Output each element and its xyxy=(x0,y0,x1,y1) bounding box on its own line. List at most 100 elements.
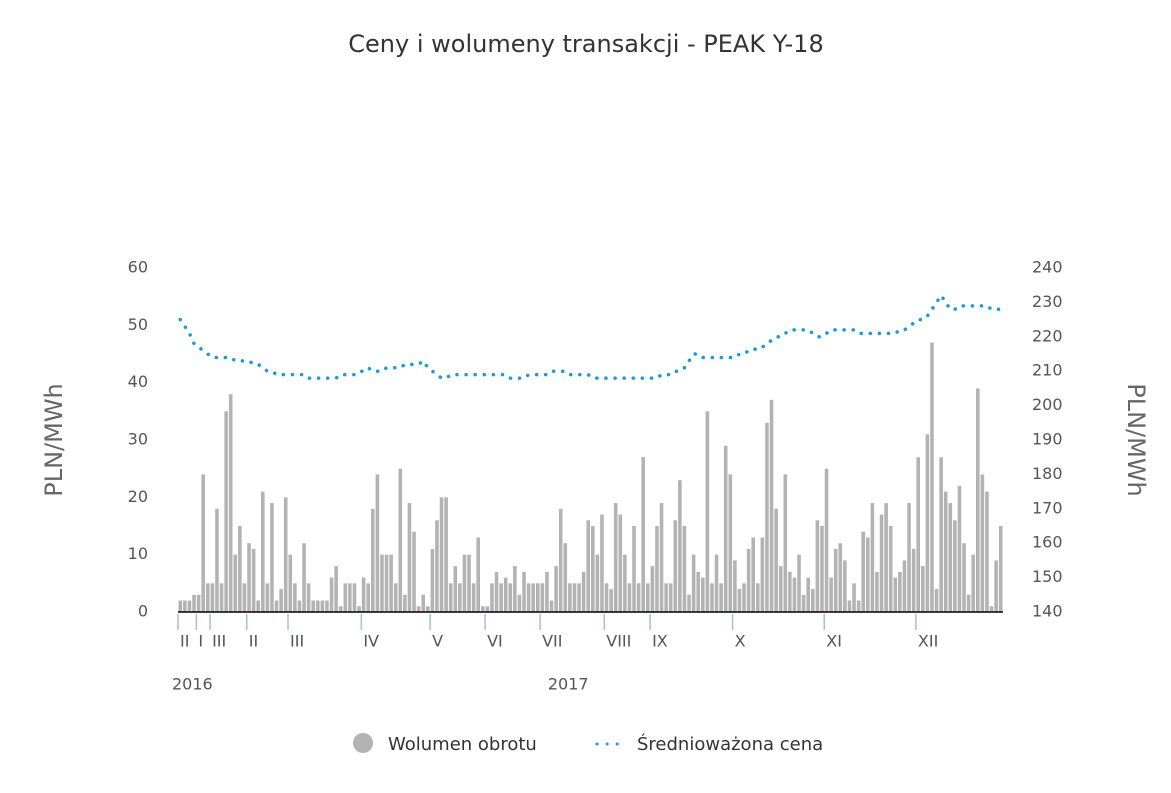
bar xyxy=(494,571,499,612)
bar xyxy=(678,480,682,612)
bar xyxy=(815,520,820,612)
bar xyxy=(247,543,251,612)
y2-tick-label: 220 xyxy=(1032,326,1063,345)
bar xyxy=(985,491,989,612)
bar xyxy=(902,560,907,612)
bar xyxy=(581,571,586,612)
bar xyxy=(939,457,943,612)
bar xyxy=(668,583,673,612)
x-tick-label: IV xyxy=(363,632,379,651)
bar xyxy=(751,537,755,612)
bar xyxy=(756,583,760,612)
bar xyxy=(843,560,847,612)
bar xyxy=(930,342,934,612)
bar xyxy=(375,474,380,612)
bar xyxy=(393,583,398,612)
bar xyxy=(238,526,242,612)
year-label: 2017 xyxy=(548,675,589,694)
y-axis-label: PLN/MWh xyxy=(40,383,68,497)
bar xyxy=(178,600,183,612)
bar xyxy=(384,554,389,612)
bar xyxy=(719,583,723,612)
bar xyxy=(778,566,783,612)
bar xyxy=(806,577,810,612)
bar xyxy=(348,583,352,612)
bar xyxy=(261,491,265,612)
bar xyxy=(774,508,778,612)
bar xyxy=(517,594,522,612)
bar xyxy=(957,485,962,612)
bar xyxy=(948,503,953,612)
bar xyxy=(769,399,774,612)
bar xyxy=(916,457,920,612)
bar xyxy=(448,583,453,612)
bar xyxy=(233,554,238,612)
bar xyxy=(228,394,233,612)
bar xyxy=(526,583,531,612)
bar xyxy=(462,554,467,612)
bar xyxy=(503,577,508,612)
bar xyxy=(623,554,627,612)
bar xyxy=(279,589,283,612)
bar xyxy=(274,600,279,612)
bar xyxy=(733,560,737,612)
bar xyxy=(971,554,975,612)
y-tick-label: 20 xyxy=(128,487,148,506)
bar xyxy=(490,583,494,612)
year-label: 2016 xyxy=(172,675,213,694)
bar xyxy=(577,583,581,612)
bar xyxy=(458,583,462,612)
bar xyxy=(192,594,196,612)
bar xyxy=(531,583,535,612)
bar xyxy=(403,594,407,612)
bar xyxy=(934,589,939,612)
bar xyxy=(801,594,806,612)
price-line xyxy=(178,292,1003,380)
y2-tick-label: 190 xyxy=(1032,430,1063,449)
bar xyxy=(728,474,733,612)
y2-tick-label: 140 xyxy=(1032,602,1063,621)
bar xyxy=(925,434,930,612)
bar xyxy=(572,583,577,612)
bar xyxy=(366,583,370,612)
bar xyxy=(746,548,751,612)
bar xyxy=(632,526,636,612)
bar xyxy=(297,600,302,612)
bar xyxy=(357,606,361,612)
bar xyxy=(966,594,971,612)
bar xyxy=(998,526,1003,612)
bar xyxy=(943,491,948,612)
bar xyxy=(320,600,325,612)
bar xyxy=(416,606,421,612)
y-tick-label: 0 xyxy=(138,602,148,621)
bar xyxy=(664,583,668,612)
bar xyxy=(540,583,545,612)
bar xyxy=(609,589,613,612)
bar xyxy=(306,583,311,612)
bar xyxy=(742,583,746,612)
bar xyxy=(682,526,687,612)
bar xyxy=(183,600,187,612)
bar xyxy=(196,594,201,612)
bar xyxy=(797,554,801,612)
bar xyxy=(293,583,297,612)
x-tick-label: II xyxy=(249,632,258,651)
x-tick-label: X xyxy=(735,632,746,651)
bar xyxy=(710,583,714,612)
bar xyxy=(866,537,870,612)
bar xyxy=(283,497,288,612)
bar xyxy=(554,566,558,612)
y2-tick-label: 160 xyxy=(1032,533,1063,552)
bar xyxy=(471,583,476,612)
bar xyxy=(898,571,902,612)
legend: Wolumen obrotu Średnioważona cena xyxy=(353,733,823,755)
bar xyxy=(316,600,320,612)
bar xyxy=(508,583,513,612)
y2-tick-label: 230 xyxy=(1032,292,1063,311)
bar xyxy=(591,526,595,612)
bar xyxy=(334,566,338,612)
bar xyxy=(476,537,480,612)
bar xyxy=(687,594,691,612)
bar xyxy=(522,571,526,612)
